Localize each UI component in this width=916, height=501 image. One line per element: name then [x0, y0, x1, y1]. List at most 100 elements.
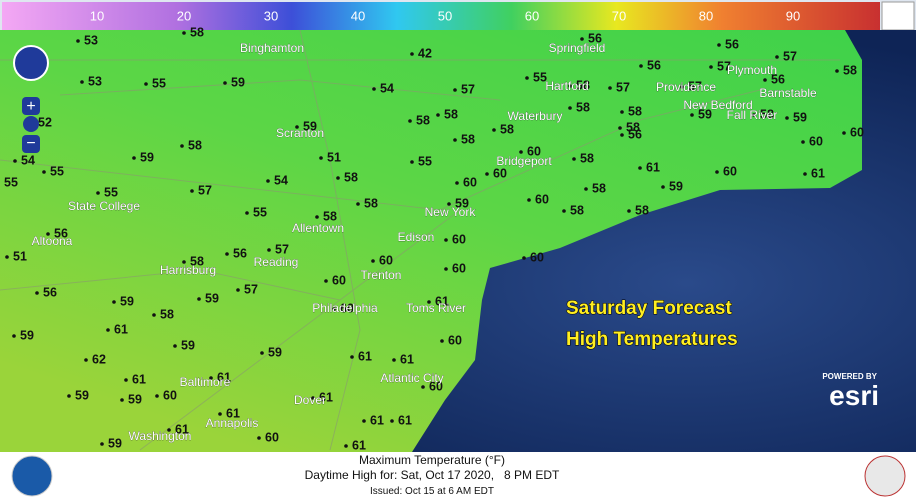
temperature-label: 54	[274, 173, 288, 187]
temperature-label: 59	[455, 196, 469, 210]
temperature-label: 60	[850, 125, 864, 139]
temperature-label: 57	[688, 79, 702, 93]
station-dot	[620, 110, 624, 114]
temperature-label: 58	[635, 203, 649, 217]
esri-logo: esri	[829, 380, 879, 411]
temperature-label: 60	[535, 192, 549, 206]
temperature-label: 58	[628, 104, 642, 118]
temperature-label: 58	[626, 120, 640, 134]
legend-label: 50	[438, 8, 452, 23]
legend-label: 90	[786, 8, 800, 23]
temperature-label: 58	[580, 151, 594, 165]
temperature-label: 58	[576, 100, 590, 114]
station-dot	[453, 138, 457, 142]
temperature-label: 60	[452, 261, 466, 275]
temperature-label: 61	[398, 413, 412, 427]
globe[interactable]	[23, 116, 39, 132]
station-dot	[112, 300, 116, 304]
station-dot	[372, 87, 376, 91]
station-dot	[218, 412, 222, 416]
temperature-label: 57	[461, 82, 475, 96]
temperature-label: 51	[13, 249, 27, 263]
station-dot	[440, 339, 444, 343]
city-label: State College	[68, 199, 140, 213]
city-label: Philadelphia	[312, 301, 378, 315]
roads	[0, 29, 840, 451]
station-dot	[155, 394, 159, 398]
city-label: Providence	[656, 80, 716, 94]
temperature-label: 60	[163, 388, 177, 402]
temperature-label: 59	[75, 388, 89, 402]
station-dot	[350, 355, 354, 359]
station-dot	[35, 291, 39, 295]
station-dot	[608, 86, 612, 90]
temperature-label: 57	[198, 183, 212, 197]
legend-label: 20	[177, 8, 191, 23]
station-dot	[620, 133, 624, 137]
temperature-label: 59	[793, 110, 807, 124]
station-dot	[444, 238, 448, 242]
station-dot	[173, 344, 177, 348]
temperature-label: 61	[175, 422, 189, 436]
temperature-label: 53	[88, 74, 102, 88]
station-dot	[519, 150, 523, 154]
temperature-label: 59	[120, 294, 134, 308]
station-dot	[639, 64, 643, 68]
temperature-label: 60	[809, 134, 823, 148]
city-label: Edison	[398, 230, 435, 244]
temperature-label: 55	[50, 164, 64, 178]
station-dot	[13, 159, 17, 163]
legend-bar	[2, 2, 880, 30]
temperature-label: 60	[527, 144, 541, 158]
station-dot	[562, 209, 566, 213]
station-dot	[525, 76, 529, 80]
zoom-in[interactable]	[22, 97, 40, 115]
temperature-label: 61	[319, 390, 333, 404]
station-dot	[344, 444, 348, 448]
temperature-label: 54	[21, 153, 35, 167]
temperature-label: 60	[448, 333, 462, 347]
temperature-label: 58	[190, 25, 204, 39]
temperature-label: 59	[669, 179, 683, 193]
station-dot	[421, 385, 425, 389]
station-dot	[5, 255, 9, 259]
station-dot	[427, 300, 431, 304]
city-label: Reading	[254, 255, 299, 269]
zoom-out[interactable]	[22, 135, 40, 153]
temperature-label: 60	[493, 166, 507, 180]
temperature-label: 56	[54, 226, 68, 240]
temperature-label: 58	[570, 203, 584, 217]
station-dot	[580, 37, 584, 41]
noaa-logo	[11, 455, 53, 497]
station-dot	[572, 157, 576, 161]
temperature-label: 57	[783, 49, 797, 63]
station-dot	[132, 156, 136, 160]
station-dot	[618, 126, 622, 130]
city-label: Springfield	[549, 41, 606, 55]
temperature-label: 55	[152, 76, 166, 90]
station-dot	[661, 185, 665, 189]
city-label: Bridgeport	[496, 154, 552, 168]
station-dot	[444, 267, 448, 271]
temperature-label: 56	[233, 246, 247, 260]
station-dot	[260, 351, 264, 355]
temperature-label: 60	[340, 301, 354, 315]
temperature-label: 59	[268, 345, 282, 359]
temperature-label: 61	[352, 438, 366, 452]
station-dot	[447, 202, 451, 206]
footer	[0, 452, 916, 501]
temperature-label: 59	[128, 392, 142, 406]
pan-control[interactable]	[13, 45, 49, 81]
temperature-label: 61	[358, 349, 372, 363]
station-dot	[492, 128, 496, 132]
station-dot	[182, 31, 186, 35]
temperature-label: 60	[530, 250, 544, 264]
city-label: Scranton	[276, 126, 324, 140]
station-dot	[144, 82, 148, 86]
legend-label: 30	[264, 8, 278, 23]
station-dot	[332, 307, 336, 311]
station-dot	[80, 80, 84, 84]
station-dot	[311, 396, 315, 400]
station-dot	[638, 166, 642, 170]
